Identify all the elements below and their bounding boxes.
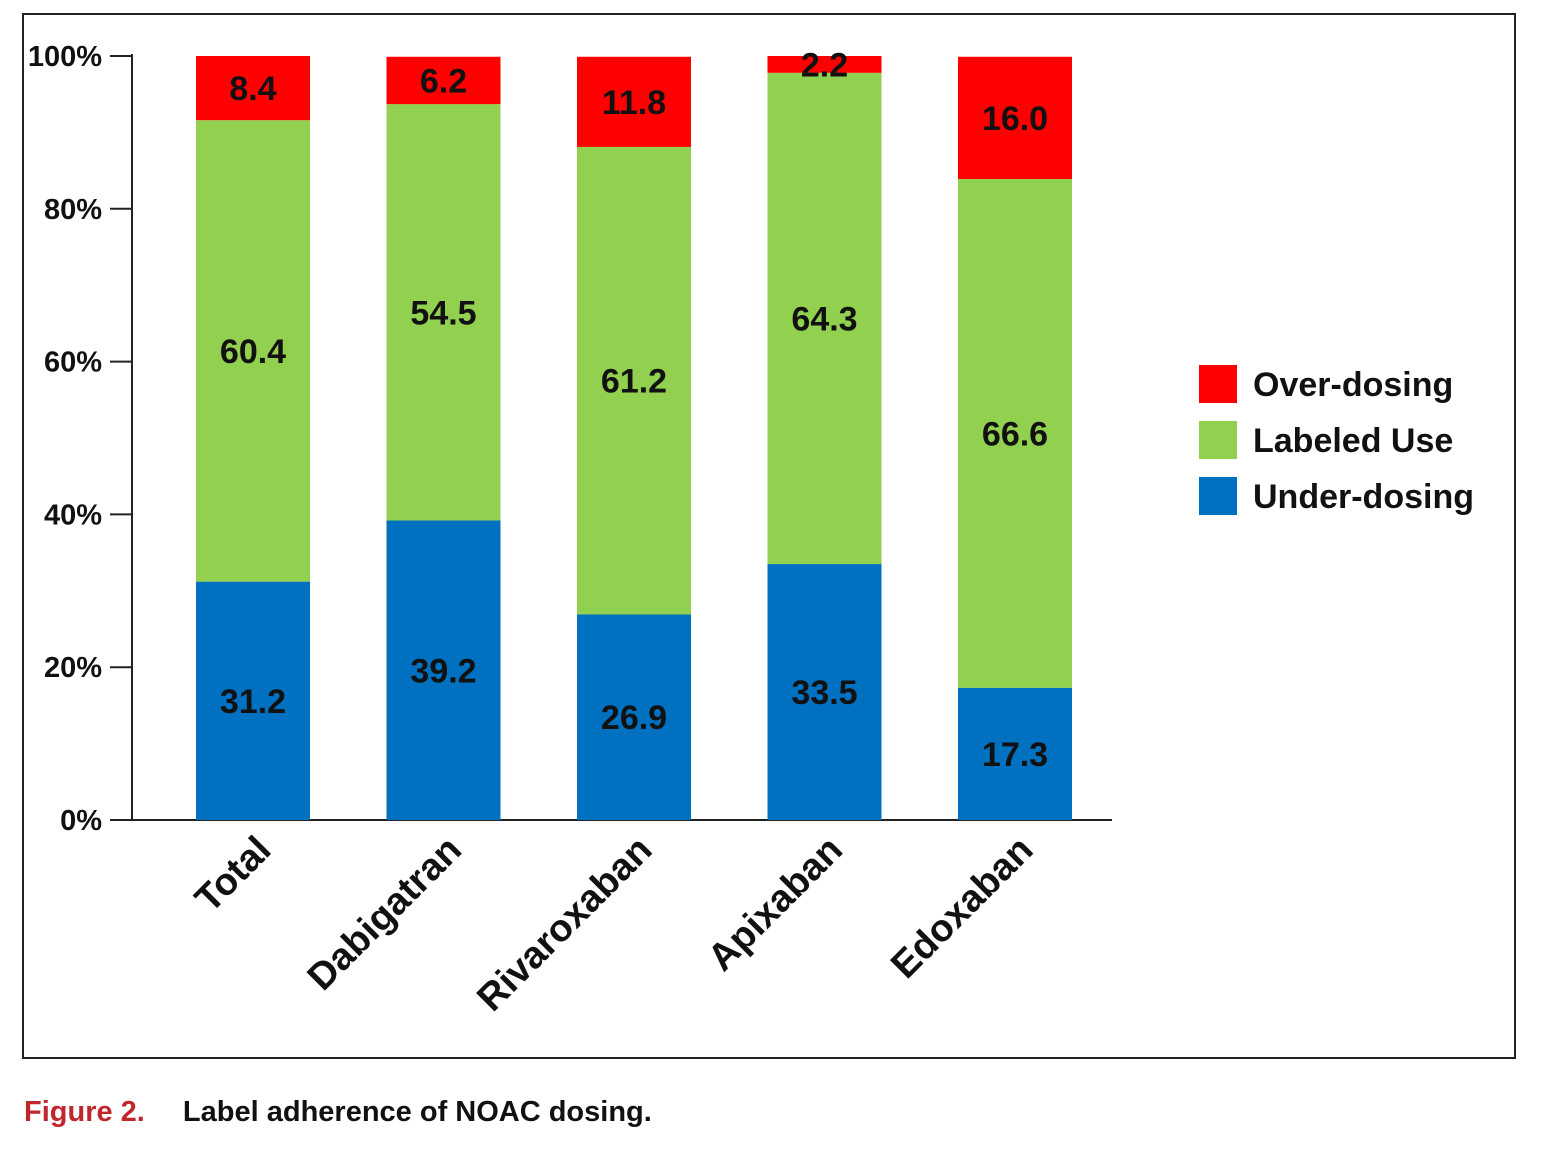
y-tick-label: 80% bbox=[44, 194, 102, 226]
bar-over-dosing-apixaban bbox=[767, 56, 882, 73]
x-tick-label-rivaroxaban: Rivaroxaban bbox=[469, 829, 660, 1020]
x-tick-label-edoxaban: Edoxaban bbox=[883, 829, 1041, 987]
data-label-labeled-use-apixaban: 64.3 bbox=[791, 300, 857, 338]
legend-swatch-over-dosing bbox=[1199, 365, 1237, 403]
bar-over-dosing-edoxaban bbox=[958, 56, 1072, 180]
y-tick-label: 100% bbox=[28, 41, 102, 73]
legend-swatch-labeled-use bbox=[1199, 421, 1237, 459]
data-label-under-dosing-apixaban: 33.5 bbox=[791, 674, 857, 712]
data-label-labeled-use-dabigatran: 54.5 bbox=[410, 294, 476, 332]
y-tick-label: 20% bbox=[44, 652, 102, 684]
data-label-over-dosing-rivaroxaban: 11.8 bbox=[602, 84, 666, 122]
data-label-labeled-use-rivaroxaban: 61.2 bbox=[601, 363, 667, 401]
bar-under-dosing-edoxaban bbox=[958, 687, 1072, 820]
data-label-over-dosing-edoxaban: 16.0 bbox=[982, 100, 1048, 138]
data-label-over-dosing-dabigatran: 6.2 bbox=[420, 62, 467, 100]
bar-under-dosing-total bbox=[196, 581, 310, 820]
bar-over-dosing-rivaroxaban bbox=[577, 56, 691, 147]
bar-labeled-use-edoxaban bbox=[958, 179, 1072, 688]
figure-label: Figure 2. bbox=[24, 1096, 145, 1128]
x-tick-label-total: Total bbox=[187, 829, 279, 921]
bar-labeled-use-dabigatran bbox=[386, 104, 501, 521]
caption-text: Label adherence of NOAC dosing. bbox=[182, 1096, 652, 1128]
figure-caption: Figure 2. Label adherence of NOAC dosing… bbox=[24, 1096, 652, 1129]
bar-under-dosing-apixaban bbox=[767, 564, 882, 820]
legend-swatch-under-dosing bbox=[1199, 477, 1237, 515]
bar-labeled-use-total bbox=[196, 120, 310, 582]
bar-under-dosing-dabigatran bbox=[386, 520, 501, 820]
data-label-under-dosing-rivaroxaban: 26.9 bbox=[601, 699, 667, 737]
bar-under-dosing-rivaroxaban bbox=[577, 614, 691, 820]
data-label-under-dosing-edoxaban: 17.3 bbox=[982, 736, 1048, 774]
bar-over-dosing-total bbox=[196, 56, 310, 121]
bar-labeled-use-rivaroxaban bbox=[577, 146, 691, 615]
data-label-under-dosing-dabigatran: 39.2 bbox=[410, 652, 476, 690]
legend-label-over-dosing: Over-dosing bbox=[1253, 366, 1453, 404]
bar-labeled-use-apixaban bbox=[767, 72, 882, 565]
y-tick-label: 60% bbox=[44, 347, 102, 379]
bar-over-dosing-dabigatran bbox=[386, 56, 501, 105]
y-tick-label: 0% bbox=[60, 805, 102, 837]
data-label-over-dosing-apixaban: 2.2 bbox=[801, 46, 848, 84]
legend-label-under-dosing: Under-dosing bbox=[1253, 478, 1474, 516]
legend-label-labeled-use: Labeled Use bbox=[1253, 422, 1453, 460]
x-tick-label-dabigatran: Dabigatran bbox=[300, 829, 470, 999]
chart-frame: 0% 20% 40% 60% 80% 100% 31.2 60.4 8.4 Total 39.2 54… bbox=[22, 13, 1516, 1059]
data-label-labeled-use-total: 60.4 bbox=[220, 333, 286, 371]
data-label-under-dosing-total: 31.2 bbox=[220, 683, 286, 721]
stacked-bar-chart: 0% 20% 40% 60% 80% 100% 31.2 60.4 8.4 Total 39.2 54… bbox=[28, 41, 1474, 1020]
y-tick-label: 40% bbox=[44, 499, 102, 531]
data-label-over-dosing-total: 8.4 bbox=[229, 70, 276, 108]
data-label-labeled-use-edoxaban: 66.6 bbox=[982, 415, 1048, 453]
x-tick-label-apixaban: Apixaban bbox=[700, 829, 851, 980]
